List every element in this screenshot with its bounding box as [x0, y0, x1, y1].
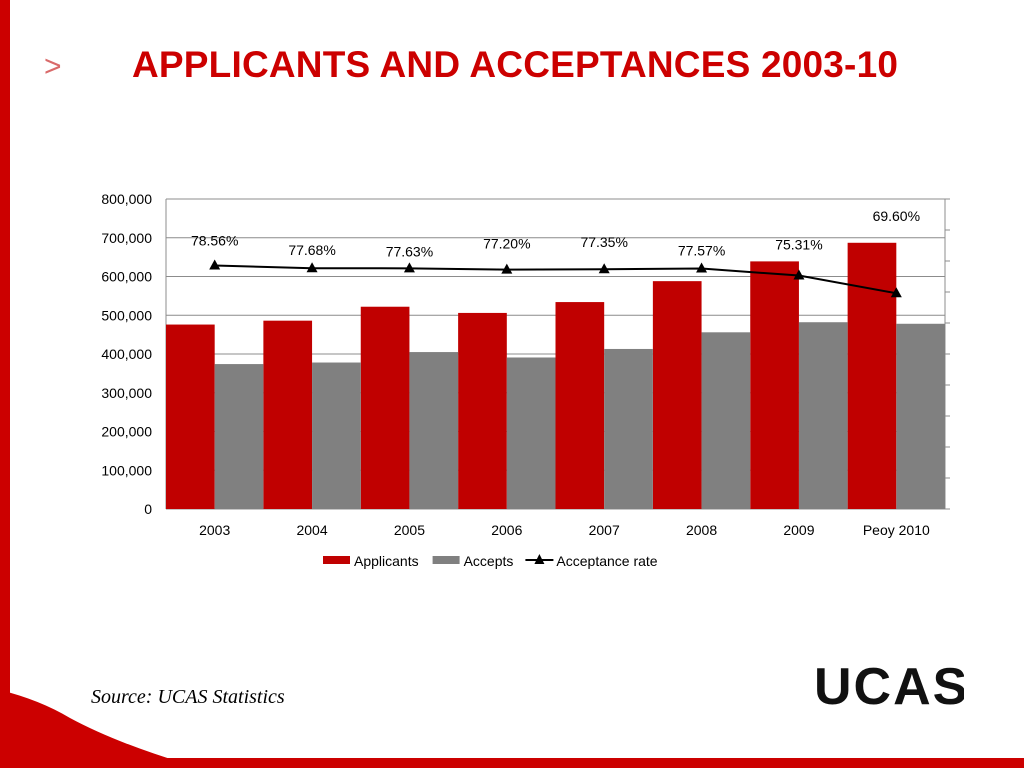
acceptance-rate-point — [209, 259, 221, 270]
acceptance-rate-point — [501, 263, 513, 274]
bar-applicants — [458, 312, 507, 509]
legend-swatch — [432, 556, 460, 564]
left-accent-bar — [0, 0, 10, 768]
x-axis-tick-labels: 2003 2004 2005 2006 2007 2008 2009 Peoy 2010 — [199, 522, 930, 538]
chevron-icon: > — [44, 50, 62, 83]
bar-accepts — [604, 348, 653, 509]
acceptance-rate-point — [793, 269, 805, 280]
bar-applicants — [360, 306, 410, 509]
x-tick-label: 2004 — [296, 522, 327, 538]
acceptance-rate-label: 78.56% — [191, 232, 238, 248]
legend-marker — [534, 554, 545, 564]
acceptance-rate-point — [306, 262, 318, 273]
y-tick-label: 200,000 — [101, 424, 152, 440]
acceptance-rate-point — [890, 287, 902, 298]
x-tick-label: Peoy 2010 — [863, 522, 930, 538]
legend-label: Applicants — [354, 553, 419, 569]
acceptance-rate-label: 77.68% — [288, 242, 335, 258]
x-tick-label: 2008 — [686, 522, 717, 538]
legend: Applicants Accepts Acceptance rate — [323, 553, 658, 569]
x-tick-label: 2009 — [783, 522, 814, 538]
y-tick-label: 400,000 — [101, 346, 152, 362]
acceptance-rate-point — [598, 263, 610, 274]
y-tick-label: 500,000 — [101, 307, 152, 323]
bars — [166, 242, 945, 509]
bar-applicants — [166, 324, 215, 509]
chart: 0 100,000 200,000 300,000 400,000 500,000 600,… — [101, 191, 950, 569]
acceptance-rate-label: 69.60% — [873, 208, 920, 224]
logo-text: UCAS — [814, 662, 964, 712]
bar-accepts — [506, 357, 556, 509]
bar-accepts — [896, 323, 945, 509]
bottom-accent-bar — [0, 758, 1024, 768]
x-tick-label: 2005 — [394, 522, 425, 538]
acceptance-rate-point — [403, 262, 415, 273]
acceptance-rate-label: 77.57% — [678, 243, 725, 259]
acceptance-rate-label: 77.20% — [483, 236, 530, 252]
bar-applicants — [847, 242, 897, 509]
acceptance-rate-label: 77.35% — [580, 234, 627, 250]
y-tick-label: 100,000 — [101, 462, 152, 478]
ucas-logo: UCAS — [814, 662, 964, 712]
bar-applicants — [263, 320, 313, 509]
bar-accepts — [312, 362, 361, 509]
y-tick-label: 700,000 — [101, 230, 152, 246]
page-title: APPLICANTS AND ACCEPTANCES 2003-10 — [132, 44, 899, 85]
bar-accepts — [701, 332, 751, 509]
legend-label: Accepts — [464, 553, 514, 569]
bar-applicants — [555, 302, 605, 509]
acceptance-rate-label: 75.31% — [775, 237, 822, 253]
y-axis-tick-labels: 0 100,000 200,000 300,000 400,000 500,000 600,… — [101, 191, 152, 517]
bar-accepts — [409, 352, 459, 509]
legend-swatch — [323, 556, 350, 564]
y-tick-label: 800,000 — [101, 191, 152, 207]
acceptance-rate-path — [214, 264, 897, 295]
acceptance-rate-point — [696, 262, 708, 273]
legend-label: Acceptance rate — [556, 553, 657, 569]
bar-accepts — [214, 364, 264, 509]
x-tick-label: 2006 — [491, 522, 522, 538]
acceptance-rate-label: 77.63% — [386, 243, 433, 259]
y-tick-label: 600,000 — [101, 269, 152, 285]
secondary-axis — [944, 198, 950, 510]
bar-applicants — [652, 281, 702, 509]
y-tick-label: 0 — [144, 501, 152, 517]
bar-applicants — [750, 261, 799, 509]
bar-accepts — [798, 322, 848, 509]
source-note: Source: UCAS Statistics — [91, 686, 285, 708]
y-tick-label: 300,000 — [101, 385, 152, 401]
x-tick-label: 2007 — [589, 522, 620, 538]
acceptance-rate-line: 78.56% 77.68% 77.63% 77.20% 77.35% 77.57% 75.3… — [191, 208, 920, 298]
x-tick-label: 2003 — [199, 522, 230, 538]
